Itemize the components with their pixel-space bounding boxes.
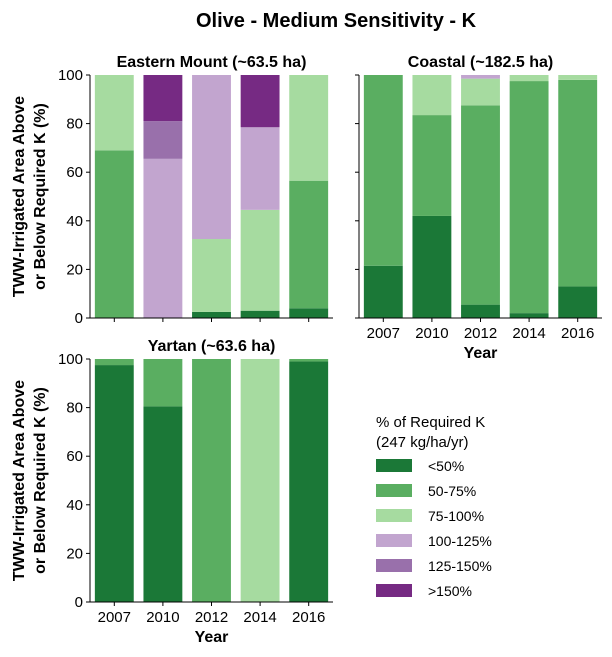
bar-2014-75-100% — [509, 75, 549, 82]
y-tick-label: 20 — [66, 261, 83, 278]
y-tick-label: 80 — [66, 400, 83, 417]
bar-2014-75-100% — [240, 359, 280, 602]
figure-title: Olive - Medium Sensitivity - K — [196, 10, 477, 32]
y-tick-label: 80 — [66, 116, 83, 133]
bar-2012-<50% — [192, 311, 231, 318]
x-tick-label: 2007 — [367, 325, 400, 342]
bar-2010-<50% — [412, 215, 452, 318]
legend-swatch — [376, 484, 412, 497]
bar-2012-50-75% — [192, 359, 231, 602]
bar-2012-75-100% — [461, 78, 500, 106]
bar-2016-50-75% — [558, 79, 598, 287]
bar-2012-100-125% — [192, 75, 231, 240]
legend-swatch — [376, 584, 412, 597]
y-tick-label: 40 — [66, 213, 83, 230]
panel-title: Eastern Mount (~63.5 ha) — [117, 54, 307, 71]
x-tick-label: 2014 — [512, 325, 545, 342]
x-axis-label: Year — [195, 629, 229, 646]
bar-2007-75-100% — [94, 75, 134, 151]
bar-2007-50-75% — [94, 150, 134, 318]
bar-2016-<50% — [558, 286, 598, 318]
y-tick-label: 40 — [66, 497, 83, 514]
legend-title-line2: (247 kg/ha/yr) — [376, 434, 469, 451]
y-tick-label: 100 — [58, 67, 83, 84]
bar-2012-75-100% — [192, 239, 231, 312]
panel-1: Eastern Mount (~63.5 ha) 0 20 40 60 80 100 TWW-… — [11, 54, 333, 327]
legend-label: <50% — [428, 458, 464, 474]
legend-label: 50-75% — [428, 483, 476, 499]
x-tick-label: 2010 — [415, 325, 448, 342]
bar-2010-<50% — [143, 406, 183, 602]
bar-2016-<50% — [289, 308, 329, 318]
bar-2016-75-100% — [289, 75, 329, 181]
x-tick-label: 2016 — [561, 325, 594, 342]
bar-2010-100-125% — [143, 158, 183, 318]
panel-3: Yartan (~63.6 ha) 2007 2010 2012 2014 2016 0 20… — [11, 338, 333, 646]
bar-2010-50-75% — [143, 359, 183, 407]
y-tick-label: 0 — [75, 310, 83, 327]
y-tick-label: 60 — [66, 164, 83, 181]
x-tick-label: 2016 — [292, 609, 325, 626]
bar-2016-<50% — [289, 361, 329, 602]
panel-2: Coastal (~182.5 ha) 2007 2010 2012 2014 2016 Y… — [355, 54, 602, 362]
bar-2012-<50% — [461, 304, 500, 318]
legend-label: 125-150% — [428, 558, 492, 574]
bar-2010->150% — [143, 75, 183, 122]
bar-2007-50-75% — [363, 75, 403, 266]
legend-swatch — [376, 534, 412, 547]
legend-swatch — [376, 459, 412, 472]
bar-2016-50-75% — [289, 180, 329, 309]
bar-2014-<50% — [509, 313, 549, 318]
x-tick-label: 2010 — [146, 609, 179, 626]
y-tick-label: 0 — [75, 594, 83, 611]
panel-title: Coastal (~182.5 ha) — [408, 54, 553, 71]
x-tick-label: 2012 — [195, 609, 228, 626]
bar-2007-<50% — [94, 365, 134, 602]
bar-2007-50-75% — [94, 359, 134, 366]
legend-items: <50% 50-75% 75-100% 100-125% 125-150% >150% — [376, 458, 492, 599]
bar-2012-50-75% — [461, 105, 500, 305]
legend-label: >150% — [428, 583, 472, 599]
bar-2014-75-100% — [240, 209, 280, 311]
bar-2010-125-150% — [143, 121, 183, 159]
y-axis-label-line2: or Below Required K (%) — [32, 103, 49, 290]
bar-2014-50-75% — [509, 81, 549, 314]
legend-label: 100-125% — [428, 533, 492, 549]
y-axis-label-line1: TWW-Irrigated Area Above — [11, 96, 28, 297]
bar-2010-75-100% — [412, 75, 452, 116]
x-tick-label: 2012 — [464, 325, 497, 342]
y-tick-label: 60 — [66, 448, 83, 465]
y-tick-label: 100 — [58, 351, 83, 368]
bar-2014->150% — [240, 75, 280, 128]
legend-swatch — [376, 559, 412, 572]
bar-2007-<50% — [363, 265, 403, 318]
legend-swatch — [376, 509, 412, 522]
y-tick-label: 20 — [66, 545, 83, 562]
bar-2014-100-125% — [240, 127, 280, 210]
x-axis-label: Year — [464, 345, 498, 362]
bar-2014-<50% — [240, 310, 280, 318]
legend-title-line1: % of Required K — [376, 414, 485, 431]
bar-2016-75-100% — [558, 75, 598, 80]
panel-title: Yartan (~63.6 ha) — [148, 338, 276, 355]
bar-2010-50-75% — [412, 115, 452, 216]
legend: % of Required K (247 kg/ha/yr) <50% 50-75… — [376, 414, 492, 599]
x-tick-label: 2007 — [98, 609, 131, 626]
y-axis-label-line2: or Below Required K (%) — [32, 387, 49, 574]
y-axis-label-line1: TWW-Irrigated Area Above — [11, 380, 28, 581]
bar-2012-100-125% — [461, 75, 500, 79]
bar-2016-50-75% — [289, 359, 329, 362]
chart-panels: Eastern Mount (~63.5 ha) 0 20 40 60 80 100 TWW-… — [11, 54, 602, 646]
x-tick-label: 2014 — [243, 609, 276, 626]
legend-label: 75-100% — [428, 508, 484, 524]
